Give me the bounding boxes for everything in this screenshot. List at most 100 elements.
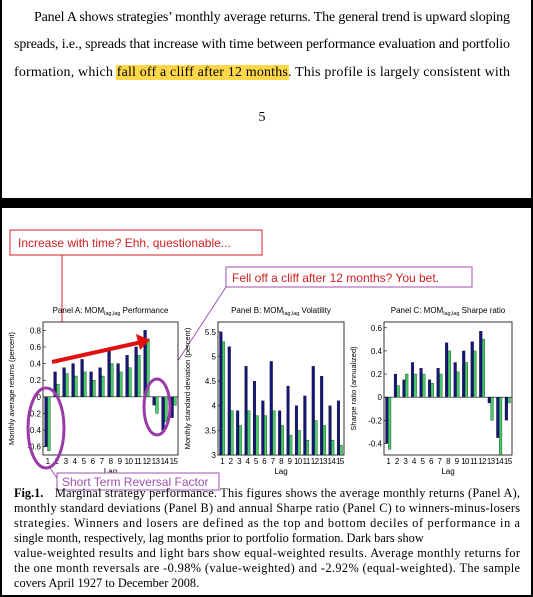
bar xyxy=(297,430,301,456)
bar xyxy=(146,338,150,397)
highlight-ellipse xyxy=(142,377,172,437)
bar xyxy=(430,383,434,398)
caption: Fig.1. Marginal strategy performance. Th… xyxy=(14,486,521,590)
annotation-box xyxy=(56,472,220,491)
caption-label: Fig.1. xyxy=(14,486,43,500)
bar xyxy=(92,380,96,397)
bar xyxy=(453,362,457,398)
x-axis-label: Lag xyxy=(441,467,454,476)
y-tick-label: 0 xyxy=(37,393,42,402)
bar xyxy=(462,350,466,398)
x-tick-label: 14 xyxy=(161,457,170,466)
y-tick-label: -0.2 xyxy=(27,409,41,418)
bar xyxy=(490,397,494,421)
separator xyxy=(0,198,533,207)
page-number: 5 xyxy=(259,110,266,125)
x-tick-label: 4 xyxy=(412,457,417,466)
y-tick-label: -0.6 xyxy=(27,443,41,452)
y-tick-label: 0.4 xyxy=(371,347,383,356)
bar xyxy=(137,355,141,397)
bar xyxy=(65,373,69,397)
title-part: Performance xyxy=(120,306,169,315)
x-tick-label: 4 xyxy=(245,457,250,466)
x-tick-label: 8 xyxy=(446,457,451,466)
bar xyxy=(481,339,486,398)
text-line: Panel A shows strategies’ monthly averag… xyxy=(34,10,510,25)
chart-title: Panel B: MOMlag,lag Volatility xyxy=(231,306,331,317)
x-tick-label: 9 xyxy=(287,457,292,466)
bar xyxy=(422,373,426,398)
bar xyxy=(428,379,432,398)
bar xyxy=(339,444,343,456)
bar xyxy=(219,331,223,456)
bar xyxy=(456,371,460,398)
y-tick-label: 0.4 xyxy=(30,360,42,369)
bar xyxy=(405,373,409,398)
bar xyxy=(314,420,318,456)
x-tick-label: 7 xyxy=(438,457,443,466)
x-tick-label: 1 xyxy=(386,457,391,466)
bar xyxy=(107,350,111,397)
bar xyxy=(222,341,226,456)
x-tick-label: 2 xyxy=(229,457,234,466)
bar xyxy=(74,375,78,397)
bar xyxy=(261,400,265,456)
bar xyxy=(255,415,259,456)
bar xyxy=(447,350,451,398)
caption-line: the one month reversals are -0.98% (valu… xyxy=(14,561,521,575)
x-tick-label: 6 xyxy=(262,457,267,466)
bar xyxy=(264,415,268,456)
caption-line: strategies. Winners and losers are defin… xyxy=(14,516,521,530)
y-tick-label: 0.6 xyxy=(371,324,383,333)
x-tick-label: 14 xyxy=(328,457,337,466)
bar xyxy=(119,371,123,397)
x-tick-label: 15 xyxy=(336,457,345,466)
y-axis-label: Monthly standard deviation (percent) xyxy=(183,327,192,449)
bar xyxy=(289,435,293,456)
y-tick-label: 3.5 xyxy=(205,426,217,435)
bar xyxy=(419,368,423,398)
bar xyxy=(320,376,324,456)
x-tick-label: 7 xyxy=(100,457,105,466)
y-tick-label: -0.2 xyxy=(368,416,382,425)
x-tick-label: 5 xyxy=(420,457,425,466)
bar xyxy=(487,397,491,404)
y-tick-label: 3 xyxy=(212,451,217,460)
annotation: Fell off a cliff after 12 months? You be… xyxy=(232,271,439,285)
x-tick-label: 12 xyxy=(311,457,320,466)
bar xyxy=(311,366,315,456)
x-tick-label: 3 xyxy=(403,457,408,466)
paragraph: Panel A shows strategies’ monthly averag… xyxy=(14,10,510,125)
x-tick-label: 12 xyxy=(478,457,487,466)
y-axis-label: Sharpe ratio (annualized) xyxy=(349,346,358,431)
bar xyxy=(402,379,406,398)
x-tick-label: 7 xyxy=(271,457,276,466)
y-tick-label: -0.4 xyxy=(368,439,382,448)
bar xyxy=(71,363,75,397)
bar xyxy=(89,371,93,397)
text-line: formation, which fall off a cliff after … xyxy=(14,65,510,80)
bar xyxy=(62,367,66,397)
bar xyxy=(306,440,310,456)
x-tick-label: 10 xyxy=(461,457,470,466)
annotation: Short Term Reversal Factor xyxy=(62,475,209,489)
bar xyxy=(152,396,156,406)
title-part: Sharpe ratio xyxy=(459,306,505,315)
y-tick-label: -0.4 xyxy=(27,426,41,435)
bar xyxy=(164,396,168,422)
y-axis-label: Monthly average returns (percent) xyxy=(7,332,16,445)
bar xyxy=(393,373,397,398)
arrow xyxy=(51,340,143,364)
bar xyxy=(128,367,132,397)
bar xyxy=(470,341,474,398)
x-tick-label: 11 xyxy=(303,457,311,466)
x-tick-label: 4 xyxy=(73,457,78,466)
bar xyxy=(116,363,120,397)
y-tick-label: 5.5 xyxy=(205,328,217,337)
x-tick-label: 15 xyxy=(504,457,513,466)
annotation: Increase with time? Ehh, questionable... xyxy=(18,236,231,250)
x-tick-label: 13 xyxy=(487,457,496,466)
title-part: Panel A: MOM xyxy=(53,306,105,315)
bar xyxy=(507,397,511,404)
